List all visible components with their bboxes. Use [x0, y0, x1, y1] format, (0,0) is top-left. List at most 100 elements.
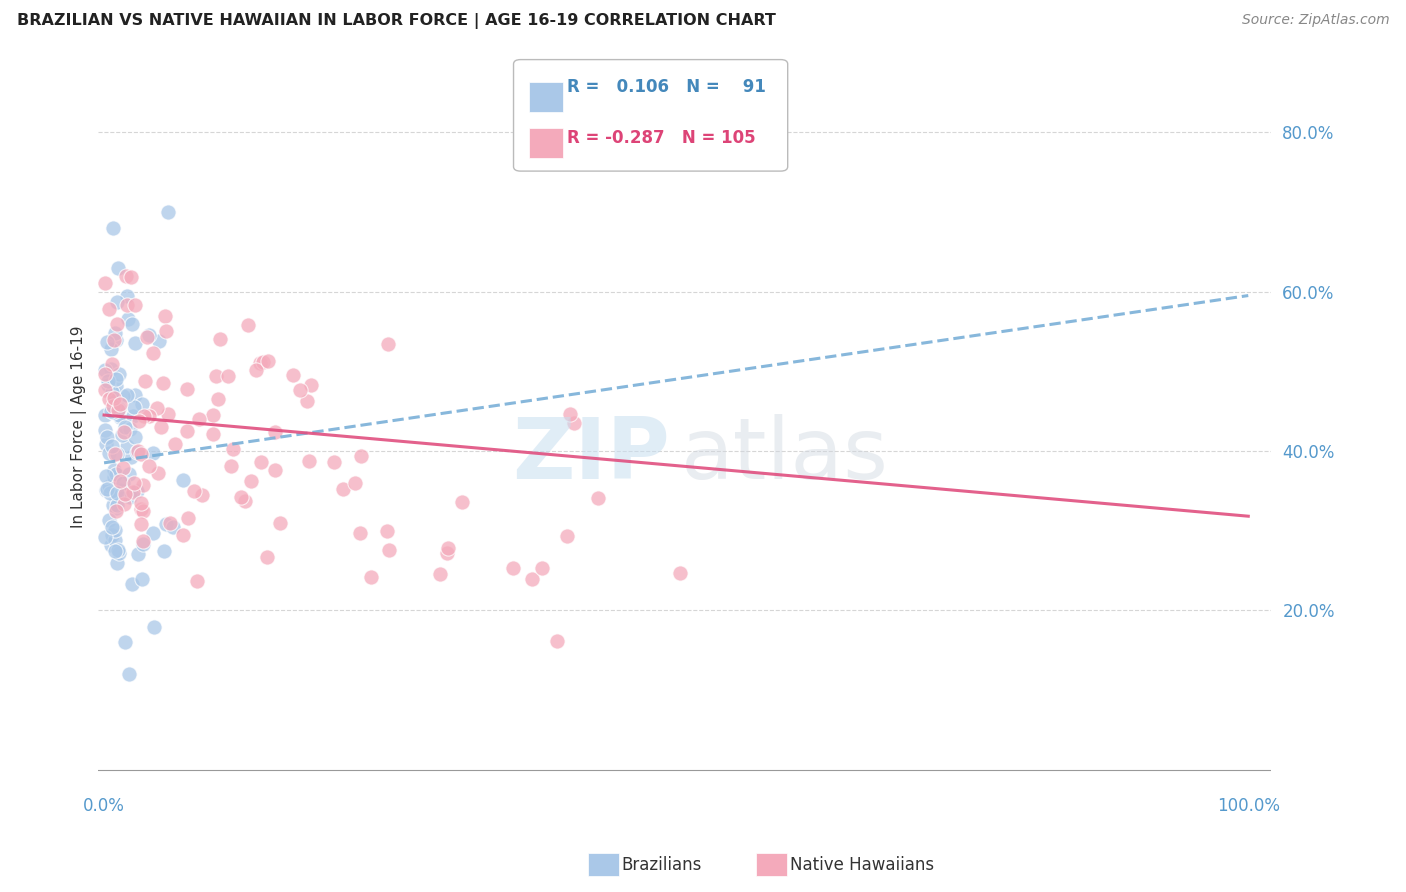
Point	[157, 407, 180, 421]
Point	[111, 476, 134, 491]
Point	[377, 336, 399, 351]
Point	[148, 334, 170, 348]
Point	[125, 444, 148, 458]
Point	[96, 483, 118, 497]
Point	[134, 409, 156, 424]
Point	[159, 516, 181, 530]
Text: R =   0.106   N =    91: R = 0.106 N = 91	[567, 78, 766, 95]
Point	[120, 421, 142, 435]
Point	[103, 333, 125, 347]
Point	[105, 498, 128, 512]
Point	[202, 408, 225, 422]
Point	[97, 374, 120, 388]
Point	[132, 537, 155, 551]
Point	[108, 367, 131, 381]
Point	[110, 483, 132, 497]
Point	[153, 544, 176, 558]
Point	[131, 517, 153, 532]
Point	[546, 634, 568, 648]
Point	[297, 393, 319, 408]
Point	[103, 470, 125, 484]
Point	[103, 391, 125, 405]
Point	[142, 525, 165, 540]
Point	[269, 516, 291, 531]
Point	[557, 529, 579, 543]
Point	[323, 455, 346, 469]
Point	[104, 334, 127, 348]
Point	[131, 501, 153, 516]
Point	[127, 548, 149, 562]
Point	[94, 483, 117, 497]
Point	[176, 382, 198, 396]
Point	[249, 455, 271, 469]
Point	[229, 490, 252, 504]
Point	[281, 368, 304, 382]
Point	[101, 439, 124, 453]
Point	[100, 384, 122, 399]
Point	[131, 534, 153, 549]
Point	[233, 494, 256, 508]
Point	[177, 511, 200, 525]
Point	[136, 330, 159, 344]
Point	[103, 220, 125, 235]
Point	[101, 528, 124, 542]
Point	[436, 546, 458, 560]
Point	[138, 459, 160, 474]
Point	[157, 205, 180, 219]
Text: R = -0.287   N = 105: R = -0.287 N = 105	[567, 129, 755, 147]
Point	[188, 412, 211, 426]
Point	[520, 572, 543, 586]
Point	[103, 389, 125, 403]
Point	[118, 490, 141, 504]
Point	[94, 423, 117, 437]
Y-axis label: In Labor Force | Age 16-19: In Labor Force | Age 16-19	[72, 326, 87, 528]
Point	[105, 317, 128, 331]
Point	[360, 570, 382, 584]
Point	[142, 346, 165, 360]
Point	[122, 400, 145, 414]
Point	[108, 408, 131, 422]
Point	[134, 374, 156, 388]
Point	[98, 446, 121, 460]
Point	[127, 483, 149, 498]
Point	[107, 260, 129, 275]
Point	[94, 384, 117, 398]
Point	[450, 495, 472, 509]
Point	[204, 368, 226, 383]
Point	[100, 538, 122, 552]
Point	[375, 524, 398, 538]
Point	[142, 446, 165, 460]
Point	[560, 407, 582, 421]
Point	[122, 484, 145, 499]
Point	[208, 332, 231, 346]
Point	[332, 482, 354, 496]
Point	[264, 425, 287, 439]
Point	[114, 425, 136, 440]
Point	[104, 523, 127, 537]
Point	[183, 483, 205, 498]
Point	[586, 491, 609, 505]
Point	[502, 561, 524, 575]
Point	[100, 519, 122, 533]
Text: atlas: atlas	[681, 414, 889, 497]
Point	[105, 295, 128, 310]
Point	[112, 497, 135, 511]
Point	[249, 356, 271, 370]
Point	[115, 439, 138, 453]
Point	[103, 400, 125, 414]
Point	[207, 392, 229, 406]
Point	[124, 335, 146, 350]
Point	[104, 544, 127, 558]
Point	[108, 546, 131, 560]
Point	[104, 504, 127, 518]
Point	[120, 450, 142, 464]
Point	[114, 419, 136, 434]
Point	[350, 449, 373, 463]
Point	[100, 343, 122, 357]
Point	[104, 533, 127, 547]
Point	[129, 495, 152, 509]
Point	[94, 277, 117, 291]
Point	[378, 543, 401, 558]
Point	[122, 475, 145, 490]
Point	[299, 378, 322, 392]
